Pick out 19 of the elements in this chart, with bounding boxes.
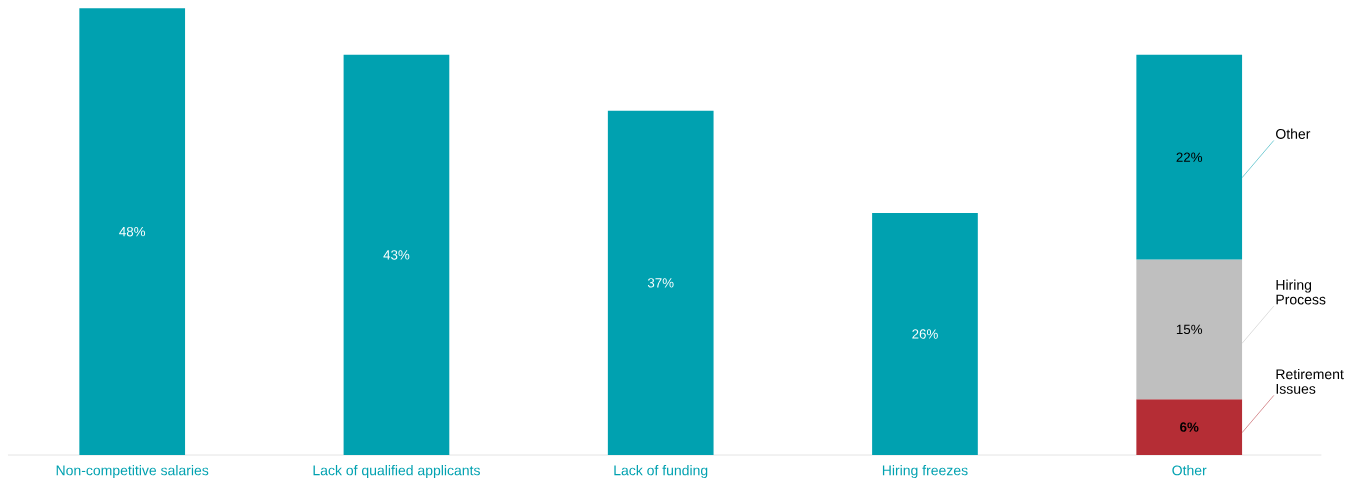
- data-label: 15%: [1176, 324, 1203, 335]
- x-tick-label: Hiring freezes: [882, 465, 968, 479]
- data-label: 37%: [647, 278, 674, 288]
- text: Hiring Process: [1276, 279, 1326, 305]
- data-label: 43%: [383, 250, 410, 260]
- bar: [79, 8, 186, 455]
- x-tick-label: Other: [1172, 465, 1207, 476]
- bar: [343, 54, 450, 455]
- text: Other: [1276, 128, 1311, 139]
- data-label: 48%: [119, 226, 146, 237]
- x-tick-label: Lack of qualified applicants: [313, 465, 480, 479]
- data-label: 6%: [1180, 422, 1199, 432]
- data-label: 22%: [1176, 152, 1203, 162]
- data-label: 26%: [912, 329, 938, 339]
- bar: [872, 213, 978, 455]
- x-tick-label: Non-competitive salaries: [56, 465, 209, 479]
- bar: [607, 110, 714, 455]
- x-tick-label: Lack of funding: [614, 465, 708, 479]
- text: Retirement Issues: [1276, 368, 1344, 394]
